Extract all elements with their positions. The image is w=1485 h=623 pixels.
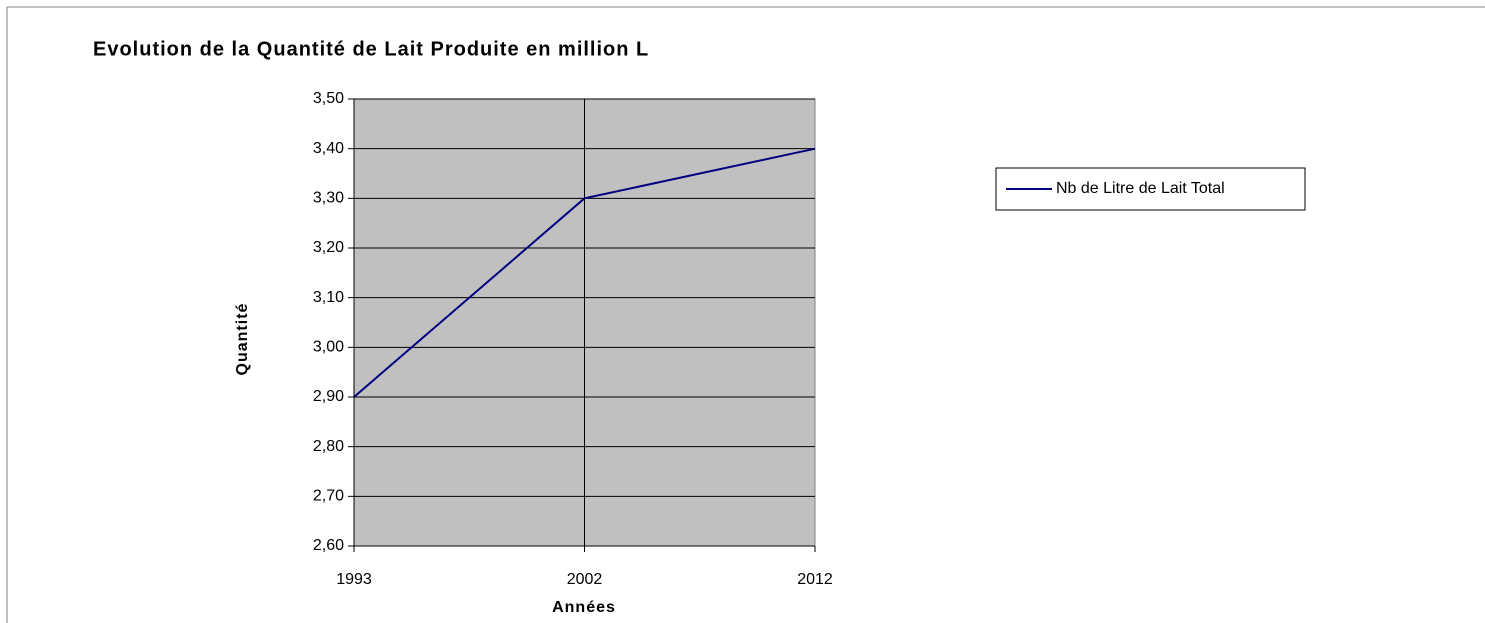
y-tick-label: 2,70 [313,488,344,505]
x-axis-label: Années [552,599,616,616]
y-tick-label: 2,60 [313,537,344,554]
y-tick-label: 3,10 [313,289,344,306]
series-line [353,147,816,398]
y-tick-label: 3,00 [313,339,344,356]
legend-label: Nb de Litre de Lait Total [1056,180,1225,197]
y-axis-label: Quantité [234,303,251,376]
y-tick-label: 3,30 [313,190,344,207]
y-tick-label: 2,80 [313,438,344,455]
y-tick-label: 2,90 [313,388,344,405]
x-tick-label: 2012 [797,571,833,588]
x-tick-label: 2002 [567,571,603,588]
y-tick-label: 3,50 [313,90,344,107]
y-tick-label: 3,40 [313,140,344,157]
x-tick-label: 1993 [336,571,372,588]
y-tick-label: 3,20 [313,239,344,256]
chart-title: Evolution de la Quantité de Lait Produit… [93,38,649,60]
